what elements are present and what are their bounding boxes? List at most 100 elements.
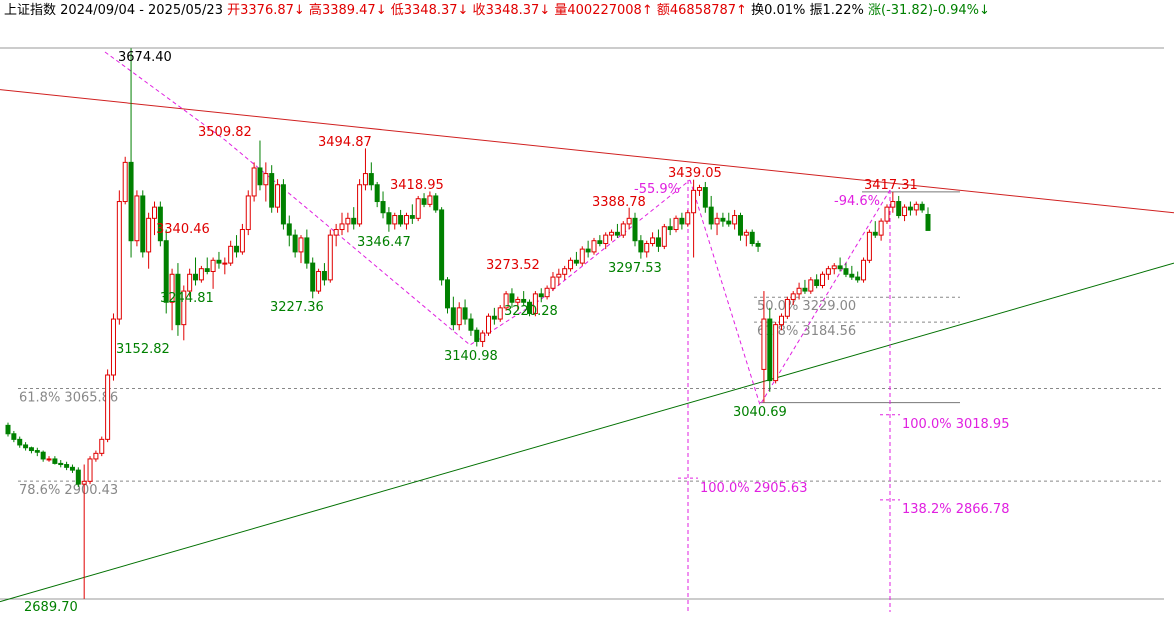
- candle-body: [825, 268, 831, 275]
- candle-body: [456, 307, 462, 326]
- candle: [362, 148, 368, 191]
- candle-body: [23, 444, 29, 449]
- candle: [193, 257, 199, 286]
- candle-body: [69, 466, 75, 471]
- candle: [456, 302, 462, 331]
- open-label: 开: [227, 3, 241, 18]
- high-label: 高: [308, 3, 322, 18]
- candle-body: [544, 287, 550, 298]
- candle-body: [316, 270, 322, 292]
- candle: [527, 299, 533, 317]
- candle: [398, 209, 404, 227]
- candle-body: [228, 245, 234, 264]
- price-label: 3273.52: [486, 258, 540, 273]
- candle: [327, 229, 333, 283]
- candles[interactable]: [5, 48, 931, 599]
- candle: [866, 229, 872, 264]
- candle-body: [761, 318, 767, 370]
- candle: [269, 165, 275, 213]
- candle-body: [790, 293, 796, 300]
- candle: [661, 223, 667, 250]
- candle-body: [755, 243, 761, 247]
- candle-body: [638, 240, 644, 253]
- candle-body: [702, 187, 708, 208]
- candle-body: [884, 206, 890, 222]
- candle: [339, 212, 345, 236]
- candle: [433, 193, 439, 213]
- price-label: 3494.87: [318, 135, 372, 150]
- candle: [913, 201, 919, 216]
- candle-body: [52, 458, 58, 464]
- candle: [169, 268, 175, 331]
- candle-body: [603, 234, 609, 245]
- candle-body: [855, 276, 861, 281]
- fib-label: 138.2% 2866.78: [902, 502, 1009, 517]
- candle: [585, 240, 591, 258]
- candle: [140, 190, 146, 258]
- fib-level-label: 78.6% 2900.43: [19, 483, 118, 498]
- candle: [708, 195, 714, 230]
- candle: [286, 215, 292, 247]
- candle: [620, 221, 626, 238]
- candle-body: [257, 167, 263, 186]
- fib-dashed-path: [689, 179, 891, 407]
- candle: [128, 48, 134, 258]
- candle-body: [890, 201, 896, 208]
- candle-body: [573, 259, 579, 264]
- candle: [696, 184, 702, 196]
- candle-body: [808, 279, 814, 292]
- candle: [726, 212, 732, 227]
- candle-body: [28, 447, 34, 452]
- candle-body: [310, 262, 316, 292]
- candle-body: [521, 298, 527, 303]
- candle-body: [75, 469, 81, 485]
- candle: [591, 237, 597, 255]
- candle-body: [737, 215, 743, 236]
- candle-body: [193, 273, 199, 281]
- candle: [275, 179, 281, 213]
- candle-body: [538, 293, 544, 298]
- close-label: 收: [472, 3, 486, 18]
- candle-body: [896, 201, 902, 217]
- candle-body: [351, 217, 357, 225]
- candle: [122, 156, 128, 205]
- candle-body: [403, 215, 409, 225]
- candle: [333, 223, 339, 247]
- candle-body: [269, 173, 275, 208]
- candle-body: [222, 262, 228, 265]
- candle-body: [767, 318, 773, 382]
- candle: [23, 442, 29, 451]
- price-label: 3388.78: [592, 195, 646, 210]
- candle: [732, 209, 738, 230]
- candle-body: [64, 464, 70, 468]
- candle: [351, 207, 357, 230]
- candle: [392, 212, 398, 230]
- candle: [814, 274, 820, 289]
- quote-header: 上证指数 2024/09/04 - 2025/05/23 开3376.87↓ 高…: [4, 2, 990, 20]
- candle: [755, 240, 761, 252]
- candle: [116, 190, 122, 325]
- candle: [925, 207, 931, 231]
- candle: [462, 299, 468, 325]
- fib-label: 100.0% 3018.95: [902, 417, 1009, 432]
- candle: [515, 296, 521, 311]
- candle: [843, 263, 849, 278]
- candle-body: [902, 206, 908, 217]
- candle: [444, 277, 450, 314]
- candle-body: [11, 433, 17, 440]
- price-label: 3417.31: [864, 178, 918, 193]
- candle-body: [556, 273, 562, 278]
- candle: [491, 307, 497, 325]
- candle-body: [304, 237, 310, 264]
- candle: [81, 464, 87, 599]
- candle-body: [245, 195, 251, 231]
- price-label: 3227.36: [270, 300, 324, 315]
- candle-body: [749, 231, 755, 245]
- candle-body: [779, 315, 785, 326]
- upper-trendline: [0, 89, 1174, 214]
- candle: [345, 212, 351, 233]
- candle-body: [157, 206, 163, 242]
- candle: [386, 207, 392, 232]
